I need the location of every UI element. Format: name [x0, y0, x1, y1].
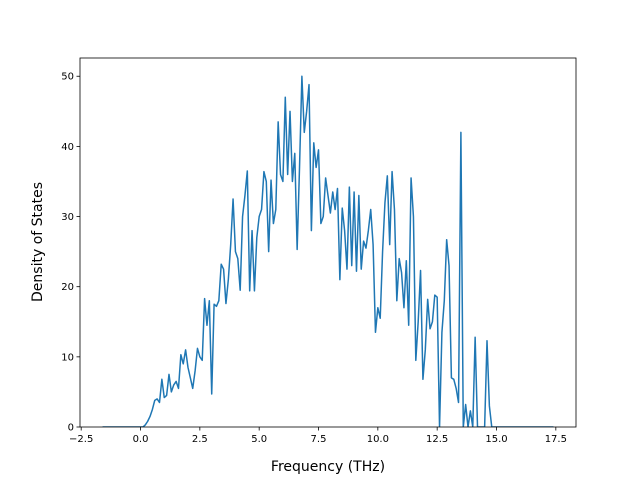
y-tick-label: 30 [61, 212, 74, 223]
x-tick-label: 15.0 [485, 434, 507, 445]
y-axis-label: Density of States [30, 182, 46, 302]
plot-frame [79, 57, 577, 428]
x-tick-label: −2.5 [69, 434, 93, 445]
x-tick-label: 5.0 [251, 434, 267, 445]
y-tick-label: 50 [61, 72, 74, 83]
y-tick-label: 20 [61, 282, 74, 293]
x-axis-label: Frequency (THz) [271, 459, 385, 475]
y-tick-label: 10 [61, 352, 74, 363]
x-tick-label: 7.5 [311, 434, 327, 445]
line [102, 75, 554, 427]
y-tick-label: 0 [68, 423, 74, 434]
x-tick-label: 0.0 [133, 434, 149, 445]
x-tick-label: 10.0 [367, 434, 389, 445]
x-tick-label: 2.5 [192, 434, 208, 445]
x-tick-label: 17.5 [545, 434, 567, 445]
y-tick-label: 40 [61, 142, 74, 153]
x-tick-label: 12.5 [426, 434, 448, 445]
